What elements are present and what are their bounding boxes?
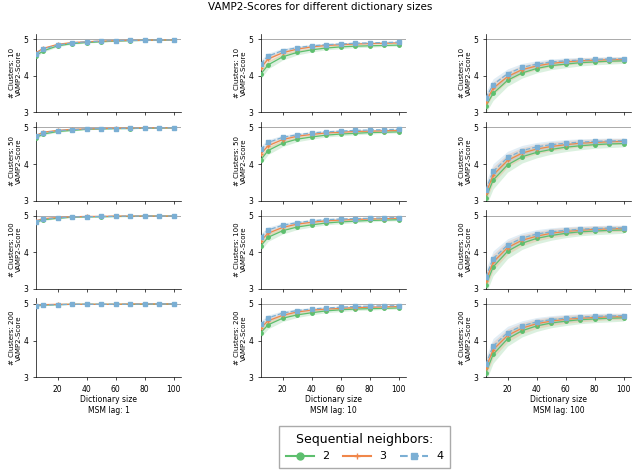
- X-axis label: Dictionary size
MSM lag: 1: Dictionary size MSM lag: 1: [80, 395, 137, 415]
- Text: VAMP2-Scores for different dictionary sizes: VAMP2-Scores for different dictionary si…: [208, 2, 432, 12]
- Y-axis label: # Clusters: 100
VAMP2-Score: # Clusters: 100 VAMP2-Score: [234, 222, 247, 277]
- Y-axis label: # Clusters: 10
VAMP2-Score: # Clusters: 10 VAMP2-Score: [9, 48, 22, 98]
- Y-axis label: # Clusters: 100
VAMP2-Score: # Clusters: 100 VAMP2-Score: [459, 222, 472, 277]
- Legend: 2, 3, 4: 2, 3, 4: [279, 426, 451, 468]
- Y-axis label: # Clusters: 200
VAMP2-Score: # Clusters: 200 VAMP2-Score: [9, 310, 22, 365]
- Y-axis label: # Clusters: 200
VAMP2-Score: # Clusters: 200 VAMP2-Score: [234, 310, 247, 365]
- X-axis label: Dictionary size
MSM lag: 100: Dictionary size MSM lag: 100: [530, 395, 587, 415]
- Y-axis label: # Clusters: 50
VAMP2-Score: # Clusters: 50 VAMP2-Score: [9, 136, 22, 186]
- Y-axis label: # Clusters: 10
VAMP2-Score: # Clusters: 10 VAMP2-Score: [459, 48, 472, 98]
- Y-axis label: # Clusters: 200
VAMP2-Score: # Clusters: 200 VAMP2-Score: [459, 310, 472, 365]
- Y-axis label: # Clusters: 10
VAMP2-Score: # Clusters: 10 VAMP2-Score: [234, 48, 247, 98]
- Y-axis label: # Clusters: 50
VAMP2-Score: # Clusters: 50 VAMP2-Score: [234, 136, 247, 186]
- Y-axis label: # Clusters: 100
VAMP2-Score: # Clusters: 100 VAMP2-Score: [9, 222, 22, 277]
- X-axis label: Dictionary size
MSM lag: 10: Dictionary size MSM lag: 10: [305, 395, 362, 415]
- Y-axis label: # Clusters: 50
VAMP2-Score: # Clusters: 50 VAMP2-Score: [459, 136, 472, 186]
